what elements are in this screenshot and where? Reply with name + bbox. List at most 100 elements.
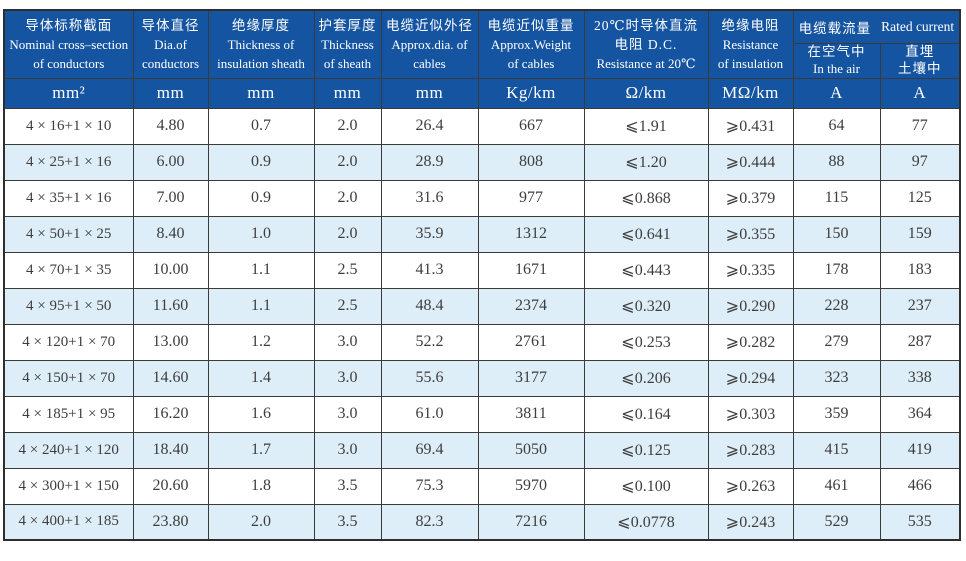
header-line-en: of conductors [33,55,105,71]
table-cell: 75.3 [380,467,479,505]
table-cell: 48.4 [380,287,479,325]
table-cell: ⩾0.294 [707,359,794,397]
table-cell: ⩾0.282 [707,323,794,361]
table-row: 4 × 120+1 × 70 13.00 1.2 3.0 52.2 2761 ⩽0.253 ⩾… [3,323,961,361]
table-body: 4 × 16+1 × 10 4.80 0.7 2.0 26.4 667 ⩽1.91 ⩾0.43… [3,107,961,541]
header-line-zh: 绝缘厚度 [232,17,290,33]
table-cell: 82.3 [380,503,479,541]
header-line-en: of insulation [717,55,784,71]
table-cell: 2.5 [313,287,382,325]
header-line-en: conductors [141,55,200,71]
table-cell: 20.60 [132,467,209,505]
table-cell: 4 × 240+1 × 120 [3,431,134,469]
table-cell: 466 [879,467,961,505]
header-line-zh: 20℃时导体直流 [593,17,699,33]
table-cell: 26.4 [380,107,479,145]
table-cell: ⩾0.355 [707,215,794,253]
col-header-dc-resistance: 20℃时导体直流 电阻 D.C. Resistance at 20℃ [583,9,709,79]
header-line-zh: 导体标称截面 [25,17,113,33]
table-row: 4 × 50+1 × 25 8.40 1.0 2.0 35.9 1312 ⩽0.641 ⩾0.… [3,215,961,253]
table-cell: 228 [792,287,881,325]
table-cell: 23.80 [132,503,209,541]
table-cell: 1.1 [207,287,315,325]
col-header-buried-in-soil: 直埋 土壤中 [879,42,961,79]
table-row: 4 × 185+1 × 95 16.20 1.6 3.0 61.0 3811 ⩽0.164 ⩾… [3,395,961,433]
table-cell: 55.6 [380,359,479,397]
table-cell: 529 [792,503,881,541]
col-header-sheath-thickness: 护套厚度 Thickness of sheath [313,9,382,79]
table-cell: 279 [792,323,881,361]
table-cell: 2.0 [207,503,315,541]
table-cell: 2.5 [313,251,382,289]
table-cell: 0.7 [207,107,315,145]
table-cell: 159 [879,215,961,253]
col-group-rated-current: 电缆载流量 Rated current [792,9,961,44]
header-sub-row: 在空气中 In the air 直埋 土壤中 [4,42,961,79]
header-line-en: Approx.Weight [490,36,572,52]
col-header-nominal-cross-section: 导体标称截面 Nominal cross–section of conducto… [3,9,134,79]
col-header-insulation-resistance: 绝缘电阻 Resistance of insulation [707,9,794,79]
table-cell: 3.0 [313,431,382,469]
unit-cell: mm² [3,77,134,109]
header-line-zh: 导体直径 [141,17,200,33]
table-cell: 364 [879,395,961,433]
table-cell: 3.5 [313,503,382,541]
table-cell: 4 × 185+1 × 95 [3,395,134,433]
table-row: 4 × 400+1 × 185 23.80 2.0 3.5 82.3 7216 ⩽0.077… [3,503,961,541]
table-cell: 7.00 [132,179,209,217]
table-row: 4 × 25+1 × 16 6.00 0.9 2.0 28.9 808 ⩽1.20 ⩾0.44… [3,143,961,181]
unit-cell: Ω/km [583,77,709,109]
header-line-zh: 土壤中 [898,60,942,76]
header-line-en: of cables [507,55,555,71]
table-cell: 88 [792,143,881,181]
table-cell: 125 [879,179,961,217]
table-cell: ⩽0.868 [583,179,709,217]
table-row: 4 × 35+1 × 16 7.00 0.9 2.0 31.6 977 ⩽0.868 ⩾0.3… [3,179,961,217]
table-cell: ⩾0.263 [707,467,794,505]
table-cell: 1671 [477,251,585,289]
table-cell: 4 × 95+1 × 50 [3,287,134,325]
table-header: 导体标称截面 Nominal cross–section of conducto… [3,9,961,109]
table-cell: 64 [792,107,881,145]
header-line-en: In the air [813,60,860,76]
table-cell: 77 [879,107,961,145]
table-row: 4 × 150+1 × 70 14.60 1.4 3.0 55.6 3177 ⩽0.206 ⩾… [3,359,961,397]
table-cell: 3.0 [313,323,382,361]
table-cell: ⩽0.253 [583,323,709,361]
table-cell: 4 × 300+1 × 150 [3,467,134,505]
header-line-en: Thickness [321,36,374,52]
table-cell: 419 [879,431,961,469]
table-cell: 4 × 400+1 × 185 [3,503,134,541]
table-cell: 4 × 70+1 × 35 [3,251,134,289]
table-cell: ⩾0.335 [707,251,794,289]
table-cell: 3.0 [313,395,382,433]
table-cell: 178 [792,251,881,289]
table-cell: ⩽1.91 [583,107,709,145]
table-cell: ⩽0.0778 [583,503,709,541]
header-line-en: Nominal cross–section [9,36,129,52]
table-cell: 535 [879,503,961,541]
header-line-en: Dia.of [154,36,187,52]
group-title: 电缆载流量 Rated current [794,17,960,37]
table-cell: 1312 [477,215,585,253]
table-row: 4 × 16+1 × 10 4.80 0.7 2.0 26.4 667 ⩽1.91 ⩾0.43… [3,107,961,145]
unit-cell: MΩ/km [707,77,794,109]
table-cell: 1.8 [207,467,315,505]
group-title-zh: 电缆载流量 [798,20,872,36]
header-line-en: Resistance at 20℃ [596,55,696,71]
table-cell: ⩽0.206 [583,359,709,397]
table-cell: 28.9 [380,143,479,181]
units-row: mm² mm mm mm mm Kg/km Ω/km MΩ/km A A [3,77,961,109]
header-line-zh: 电阻 D.C. [614,36,678,52]
table-cell: 183 [879,251,961,289]
table-cell: 323 [792,359,881,397]
table-cell: 52.2 [380,323,479,361]
table-cell: 0.9 [207,179,315,217]
header-line-zh: 护套厚度 [318,17,377,33]
table-cell: 667 [477,107,585,145]
table-cell: 461 [792,467,881,505]
table-cell: 5970 [477,467,585,505]
table-cell: 1.0 [207,215,315,253]
table-cell: ⩾0.243 [707,503,794,541]
